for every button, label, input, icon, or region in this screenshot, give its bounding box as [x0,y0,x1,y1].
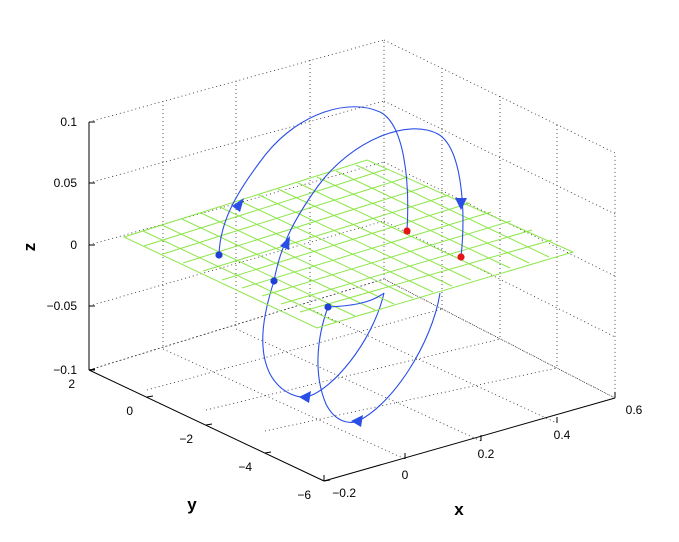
x-axis-label: x [454,500,464,519]
y-axis-line [88,369,325,482]
trajectory-1-upper [218,106,409,256]
grid-right-wall-vertical [441,68,558,368]
direction-arrows [232,198,467,427]
trajectory-2-upper [273,128,464,282]
trajectories-lower [262,280,441,423]
grid-right-wall [383,39,616,399]
x-tick-label: 0.4 [554,428,571,442]
arrow-marker [299,391,311,403]
z-tick-labels: 0.1 0.05 0 −0.05 −0.1 [47,115,78,377]
z-tick-label: 0 [70,238,77,252]
z-tick-label: 0.1 [60,115,77,129]
y-tick-label: −4 [238,460,252,474]
y-tick-label: −2 [179,432,193,446]
end-point [403,227,411,235]
arrow-marker [351,415,363,427]
trajectory-2-lower [317,292,441,423]
arrow-marker [455,198,467,210]
z-axis-ticks [89,121,95,371]
plane-grid-short [142,164,550,323]
y-axis-ticks [88,368,331,482]
end-points [403,227,465,261]
grid-floor-edges [88,278,616,399]
end-point [457,253,465,261]
arrow-marker [232,198,244,212]
z-tick-label: −0.05 [47,299,78,313]
x-tick-label: 0 [402,468,409,482]
z-tick-label: 0.05 [54,176,78,190]
x-axis-line [323,397,616,482]
x-tick-labels: −0.2 0 0.2 0.4 0.6 [332,403,642,500]
x-tick-label: 0.2 [478,447,495,461]
x-axis-ticks [323,392,616,481]
z-axis-label: z [20,243,39,252]
arrow-marker [280,236,290,250]
start-point [215,251,223,259]
grid-floor-x-lines [162,308,558,460]
plane-z0 [122,159,575,329]
trajectory-1-lower [262,280,385,398]
trajectory-3-lower [327,292,385,308]
y-tick-labels: 2 0 −2 −4 −6 [68,377,311,502]
axes [88,121,616,482]
y-tick-label: 0 [126,404,133,418]
start-point [324,303,332,311]
start-points [215,251,332,311]
y-tick-label: −6 [297,488,311,502]
x-tick-label: −0.2 [332,486,356,500]
y-tick-label: 2 [68,377,75,391]
plane-grid-long [143,168,553,313]
plane-outline [122,159,575,329]
x-tick-label: 0.6 [626,403,643,417]
z-tick-label: −0.1 [53,363,77,377]
trajectories-upper [218,106,464,308]
grid-lines [88,39,616,460]
start-point [270,277,278,285]
y-axis-label: y [187,495,197,514]
grid-floor-y-lines [146,308,558,432]
